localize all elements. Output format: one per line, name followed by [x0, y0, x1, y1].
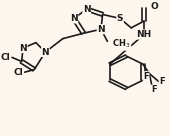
Text: N: N	[70, 14, 78, 23]
Text: Cl: Cl	[13, 68, 23, 77]
Text: Cl: Cl	[1, 53, 10, 62]
Text: CH$_3$: CH$_3$	[112, 38, 131, 50]
Text: F: F	[151, 85, 157, 94]
Text: O: O	[150, 2, 158, 11]
Text: NH: NH	[136, 30, 151, 39]
Text: N: N	[19, 44, 27, 52]
Text: F: F	[159, 77, 165, 86]
Text: N: N	[42, 48, 49, 57]
Text: F: F	[143, 72, 149, 81]
Text: S: S	[117, 14, 123, 23]
Text: N: N	[97, 25, 105, 34]
Text: N: N	[83, 5, 90, 14]
